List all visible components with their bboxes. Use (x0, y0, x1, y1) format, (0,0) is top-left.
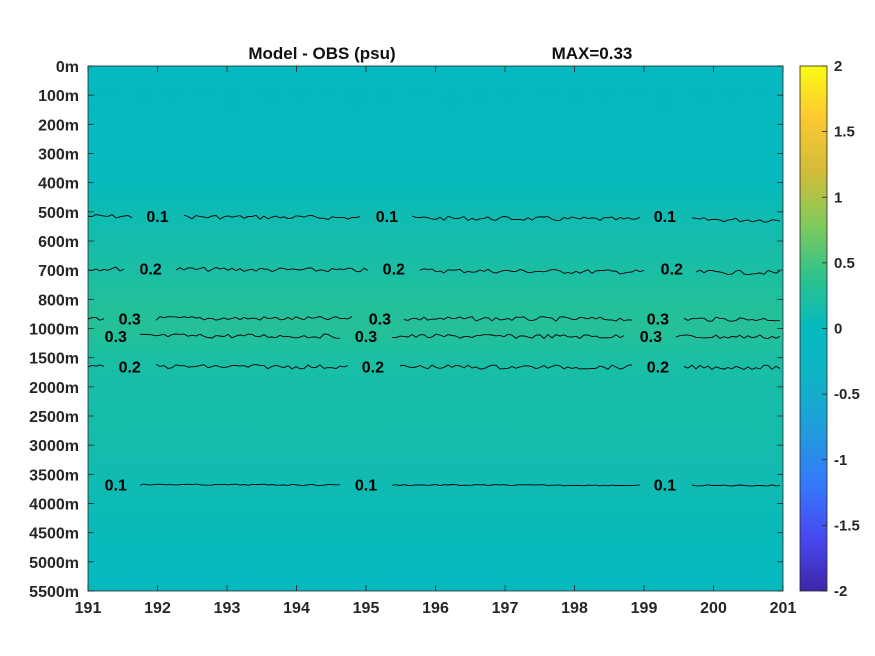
x-tick-label: 200 (700, 600, 727, 617)
surface-texture (621, 83, 649, 102)
x-tick-label: 197 (492, 600, 519, 617)
y-tick-label: 2000m (29, 380, 79, 397)
y-tick-label: 4000m (29, 497, 79, 514)
colorbar-tick-label: 2 (834, 58, 842, 75)
y-tick-label: 200m (38, 117, 79, 134)
colorbar-tick-label: 1 (834, 189, 842, 206)
x-axis: 191 192 193 194 195 196 197 198 199 200 201 (75, 66, 797, 617)
colorbar-tick-label: 0 (834, 321, 842, 338)
surface-texture (534, 82, 562, 101)
contour-label: 0.2 (362, 359, 384, 376)
surface-texture (313, 82, 341, 101)
contour-label: 0.2 (383, 262, 405, 279)
colorbar-tick-label: -1.5 (834, 517, 860, 534)
contour-label: 0.1 (146, 209, 168, 226)
contour-label: 0.1 (105, 478, 127, 495)
contour-label: 0.2 (647, 359, 669, 376)
contour-line-0.1 (139, 483, 781, 487)
y-tick-label: 0m (56, 59, 79, 76)
surface-texture (438, 88, 466, 107)
contour-label: 0.2 (119, 359, 141, 376)
y-tick-label: 3500m (29, 467, 79, 484)
y-tick-label: 100m (38, 88, 79, 105)
y-tick-label: 1500m (29, 351, 79, 368)
surface-texture (717, 84, 745, 103)
contour-label: 0.1 (654, 478, 676, 495)
contour-label: 0.1 (376, 209, 398, 226)
surface-texture (688, 86, 716, 105)
colorbar-tick-label: 1.5 (834, 124, 855, 141)
y-tick-label: 700m (38, 263, 79, 280)
colorbar-tick-label: -0.5 (834, 386, 860, 403)
surface-texture (92, 82, 120, 101)
y-tick-label: 600m (38, 234, 79, 251)
x-tick-label: 198 (561, 600, 588, 617)
surface-texture (188, 83, 216, 102)
y-tick-label: 3000m (29, 438, 79, 455)
contour-label: 0.3 (647, 311, 669, 328)
x-tick-label: 195 (353, 600, 380, 617)
x-tick-label: 194 (283, 600, 310, 617)
surface-texture (371, 85, 399, 104)
y-tick-label: 4500m (29, 526, 79, 543)
surface-texture (746, 82, 774, 101)
colorbar: 2 1.5 1 0.5 0 -0.5 -1 -1.5 -2 (799, 58, 860, 600)
y-tick-label: 300m (38, 147, 79, 164)
y-tick-label: 5000m (29, 555, 79, 572)
contour-label: 0.1 (654, 209, 676, 226)
surface-texture (130, 87, 158, 106)
surface-texture (342, 87, 370, 106)
contour-label: 0.3 (119, 311, 141, 328)
contour-line-0.2 (87, 363, 781, 371)
x-tick-label: 193 (214, 600, 241, 617)
contour-label: 0.3 (369, 311, 391, 328)
contour-line-0.1 (87, 213, 781, 223)
contour-line-0.3 (139, 333, 781, 340)
contour-label: 0.1 (355, 478, 377, 495)
x-tick-label: 192 (144, 600, 171, 617)
contour-layer: 0.1 0.1 0.10.2 0.2 0.20.3 0.3 0.30.3 0.3 0.30.2 0… (87, 209, 781, 495)
contour-line-0.3 (87, 315, 781, 322)
contour-line-0.2 (87, 266, 781, 276)
colorbar-tick-label: 0.5 (834, 255, 855, 272)
chart-title: Model - OBS (psu) (248, 44, 395, 63)
x-tick-label: 191 (75, 600, 102, 617)
x-tick-label: 201 (770, 600, 797, 617)
contour-label: 0.3 (640, 329, 662, 346)
y-tick-label: 800m (38, 292, 79, 309)
x-tick-label: 196 (422, 600, 449, 617)
surface-texture (650, 88, 678, 107)
colorbar-tick-label: -1 (834, 452, 847, 469)
surface-texture (592, 85, 620, 104)
surface-texture (496, 84, 524, 103)
surface-texture (255, 86, 283, 105)
surface-texture (563, 87, 591, 106)
y-tick-label: 2500m (29, 409, 79, 426)
y-tick-label: 5500m (29, 584, 79, 601)
y-axis: 0m 100m 200m 300m 400m 500m 600m 700m 800m 1000m 1… (29, 59, 783, 601)
y-tick-label: 400m (38, 176, 79, 193)
contour-label: 0.2 (661, 262, 683, 279)
plot-area (87, 65, 784, 592)
x-tick-label: 199 (631, 600, 658, 617)
surface-texture (284, 84, 312, 103)
surface-texture (217, 88, 245, 107)
surface-texture (409, 83, 437, 102)
contour-label: 0.3 (105, 329, 127, 346)
contour-label: 0.3 (355, 329, 377, 346)
surface-texture (467, 86, 495, 105)
contour-label: 0.2 (139, 262, 161, 279)
y-tick-label: 500m (38, 205, 79, 222)
heatmap-field (88, 66, 783, 591)
y-tick-label: 1000m (29, 322, 79, 339)
max-label: MAX=0.33 (552, 44, 633, 63)
surface-texture (159, 85, 187, 104)
colorbar-tick-label: -2 (834, 583, 847, 600)
